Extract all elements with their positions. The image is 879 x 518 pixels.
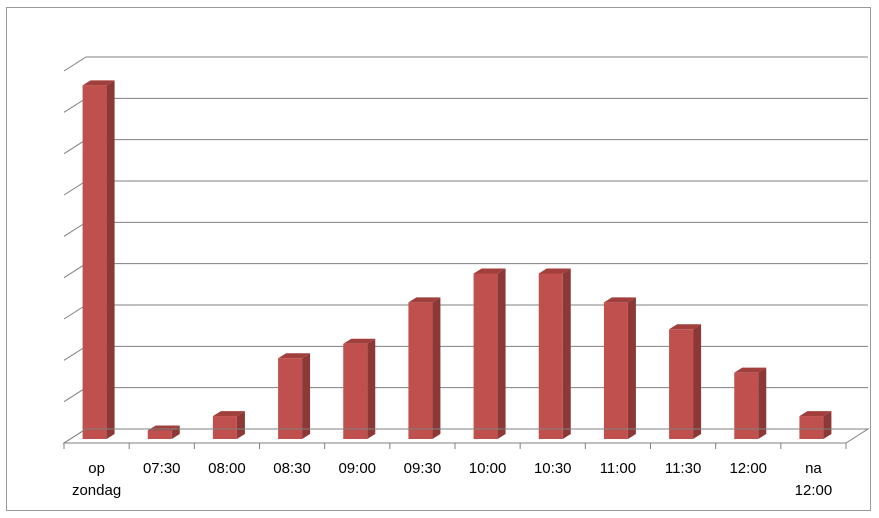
bar [538,268,571,439]
bar-front [212,416,237,439]
bar-top [603,297,636,303]
x-tick-label: zondag [72,482,121,499]
bar [734,367,767,439]
bar-side [497,268,506,439]
x-tick-labels: op zondag 07:30 08:00 08:30 09:00 09:30 10:00 10… [72,460,832,499]
x-tick-label: 12:00 [795,482,833,499]
bar-top [734,367,767,373]
gridline [63,180,868,196]
x-tick-label: na [805,460,822,477]
bar-side [236,411,245,439]
gridline [63,56,868,72]
bar-front [408,302,433,439]
bar-front [343,343,368,439]
bar-top [669,324,702,330]
x-tick-label: 12:00 [729,460,767,477]
bar-side [432,297,441,439]
bar-side [823,411,832,439]
x-tick-label: 08:30 [273,460,311,477]
bar-front [669,329,694,439]
bar [799,411,832,439]
gridline [63,221,868,237]
x-tick-label: 11:30 [665,460,701,477]
x-tick-label: 11:00 [600,460,636,477]
bar-top [538,268,571,274]
gridline [63,139,868,155]
bar [82,80,115,440]
bar-top [473,268,506,274]
bar-front [734,372,759,439]
bar [669,324,702,439]
bar [603,297,636,439]
bar-side [758,367,767,439]
bar-side [106,80,115,440]
bars [82,80,832,440]
bar-front [278,358,303,439]
x-tick-label: op [88,460,105,477]
bar [343,338,376,439]
bar-top [278,353,311,359]
bar [147,425,180,439]
x-tick-label: 10:30 [534,460,572,477]
bar-side [562,268,571,439]
x-tick-label: 09:00 [338,460,376,477]
x-tick-label: 10:00 [469,460,507,477]
bar [408,297,441,439]
x-tick-label: 07:30 [143,460,181,477]
gridline [63,97,868,113]
bar-top [82,80,115,86]
bar [278,353,311,439]
bar-side [627,297,636,439]
bar-front [473,273,498,439]
gridline [63,304,868,320]
bar-front [82,85,107,440]
bar [473,268,506,439]
bar-side [302,353,311,439]
bar [212,411,245,439]
bar-top [343,338,376,344]
gridline [63,345,868,361]
bar-top [408,297,441,303]
gridline [63,263,868,279]
x-tick-label: 08:00 [208,460,246,477]
bar-front [799,416,824,439]
bar-top [799,411,832,417]
bar-top [212,411,245,417]
bar-side [367,338,376,439]
bar-front [538,273,563,439]
bar-side [693,324,702,439]
bar-front [147,430,172,439]
bar-front [603,302,628,439]
x-tick-label: 09:30 [404,460,442,477]
x-axis [62,428,870,449]
